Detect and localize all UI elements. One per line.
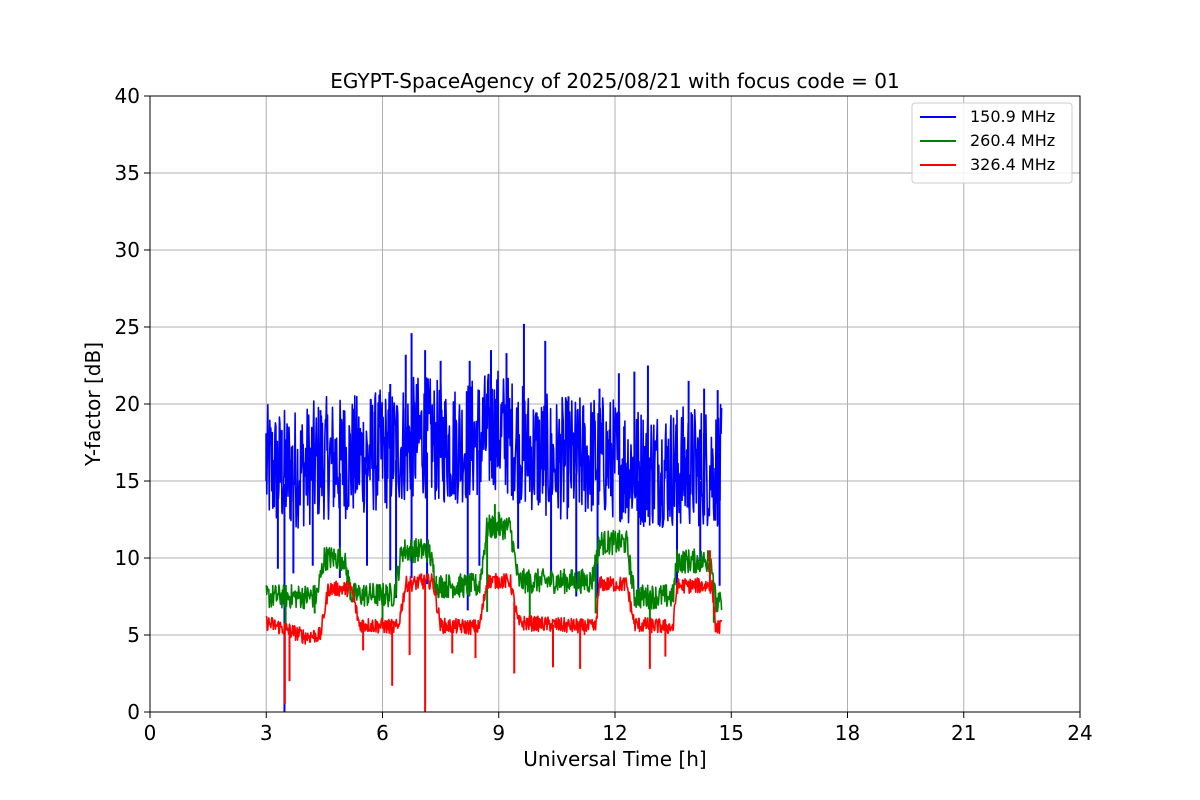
x-tick-label: 21	[951, 721, 976, 745]
series-150-9-mhz	[265, 323, 723, 712]
grid	[150, 96, 1080, 712]
x-tick-label: 9	[492, 721, 505, 745]
y-tick-label: 10	[115, 546, 140, 570]
plot-area	[265, 323, 723, 712]
series-260-4-mhz	[265, 504, 723, 631]
x-tick-label: 18	[835, 721, 860, 745]
y-tick-label: 25	[115, 315, 140, 339]
y-tick-label: 20	[115, 392, 140, 416]
chart-title: EGYPT-SpaceAgency of 2025/08/21 with foc…	[330, 69, 899, 93]
legend-label: 326.4 MHz	[970, 155, 1055, 174]
y-tick-label: 15	[115, 469, 140, 493]
legend-label: 150.9 MHz	[970, 107, 1055, 126]
x-tick-label: 24	[1067, 721, 1092, 745]
series-line	[265, 572, 723, 645]
x-axis-label: Universal Time [h]	[523, 747, 706, 771]
legend-label: 260.4 MHz	[970, 131, 1055, 150]
x-tick-label: 12	[602, 721, 627, 745]
y-tick-label: 0	[127, 700, 140, 724]
y-tick-label: 30	[115, 238, 140, 262]
legend-box	[911, 102, 1073, 184]
series-line	[265, 514, 723, 613]
x-tick-label: 0	[144, 721, 157, 745]
y-axis-label: Y-factor [dB]	[81, 342, 105, 467]
series-line	[265, 370, 723, 529]
y-tick-label: 35	[115, 161, 140, 185]
legend: 150.9 MHz 260.4 MHz 326.4 MHz	[911, 102, 1073, 184]
y-tick-label: 40	[115, 84, 140, 108]
x-tick-label: 3	[260, 721, 273, 745]
y-tick-label: 5	[127, 623, 140, 647]
x-tick-label: 15	[719, 721, 744, 745]
axis-ticks: 0 3 6 9 12 15 18 21 24 0 5 10 15 20 25 30 35 40	[115, 84, 1093, 745]
x-tick-label: 6	[376, 721, 389, 745]
series-326-4-mhz	[265, 550, 723, 712]
